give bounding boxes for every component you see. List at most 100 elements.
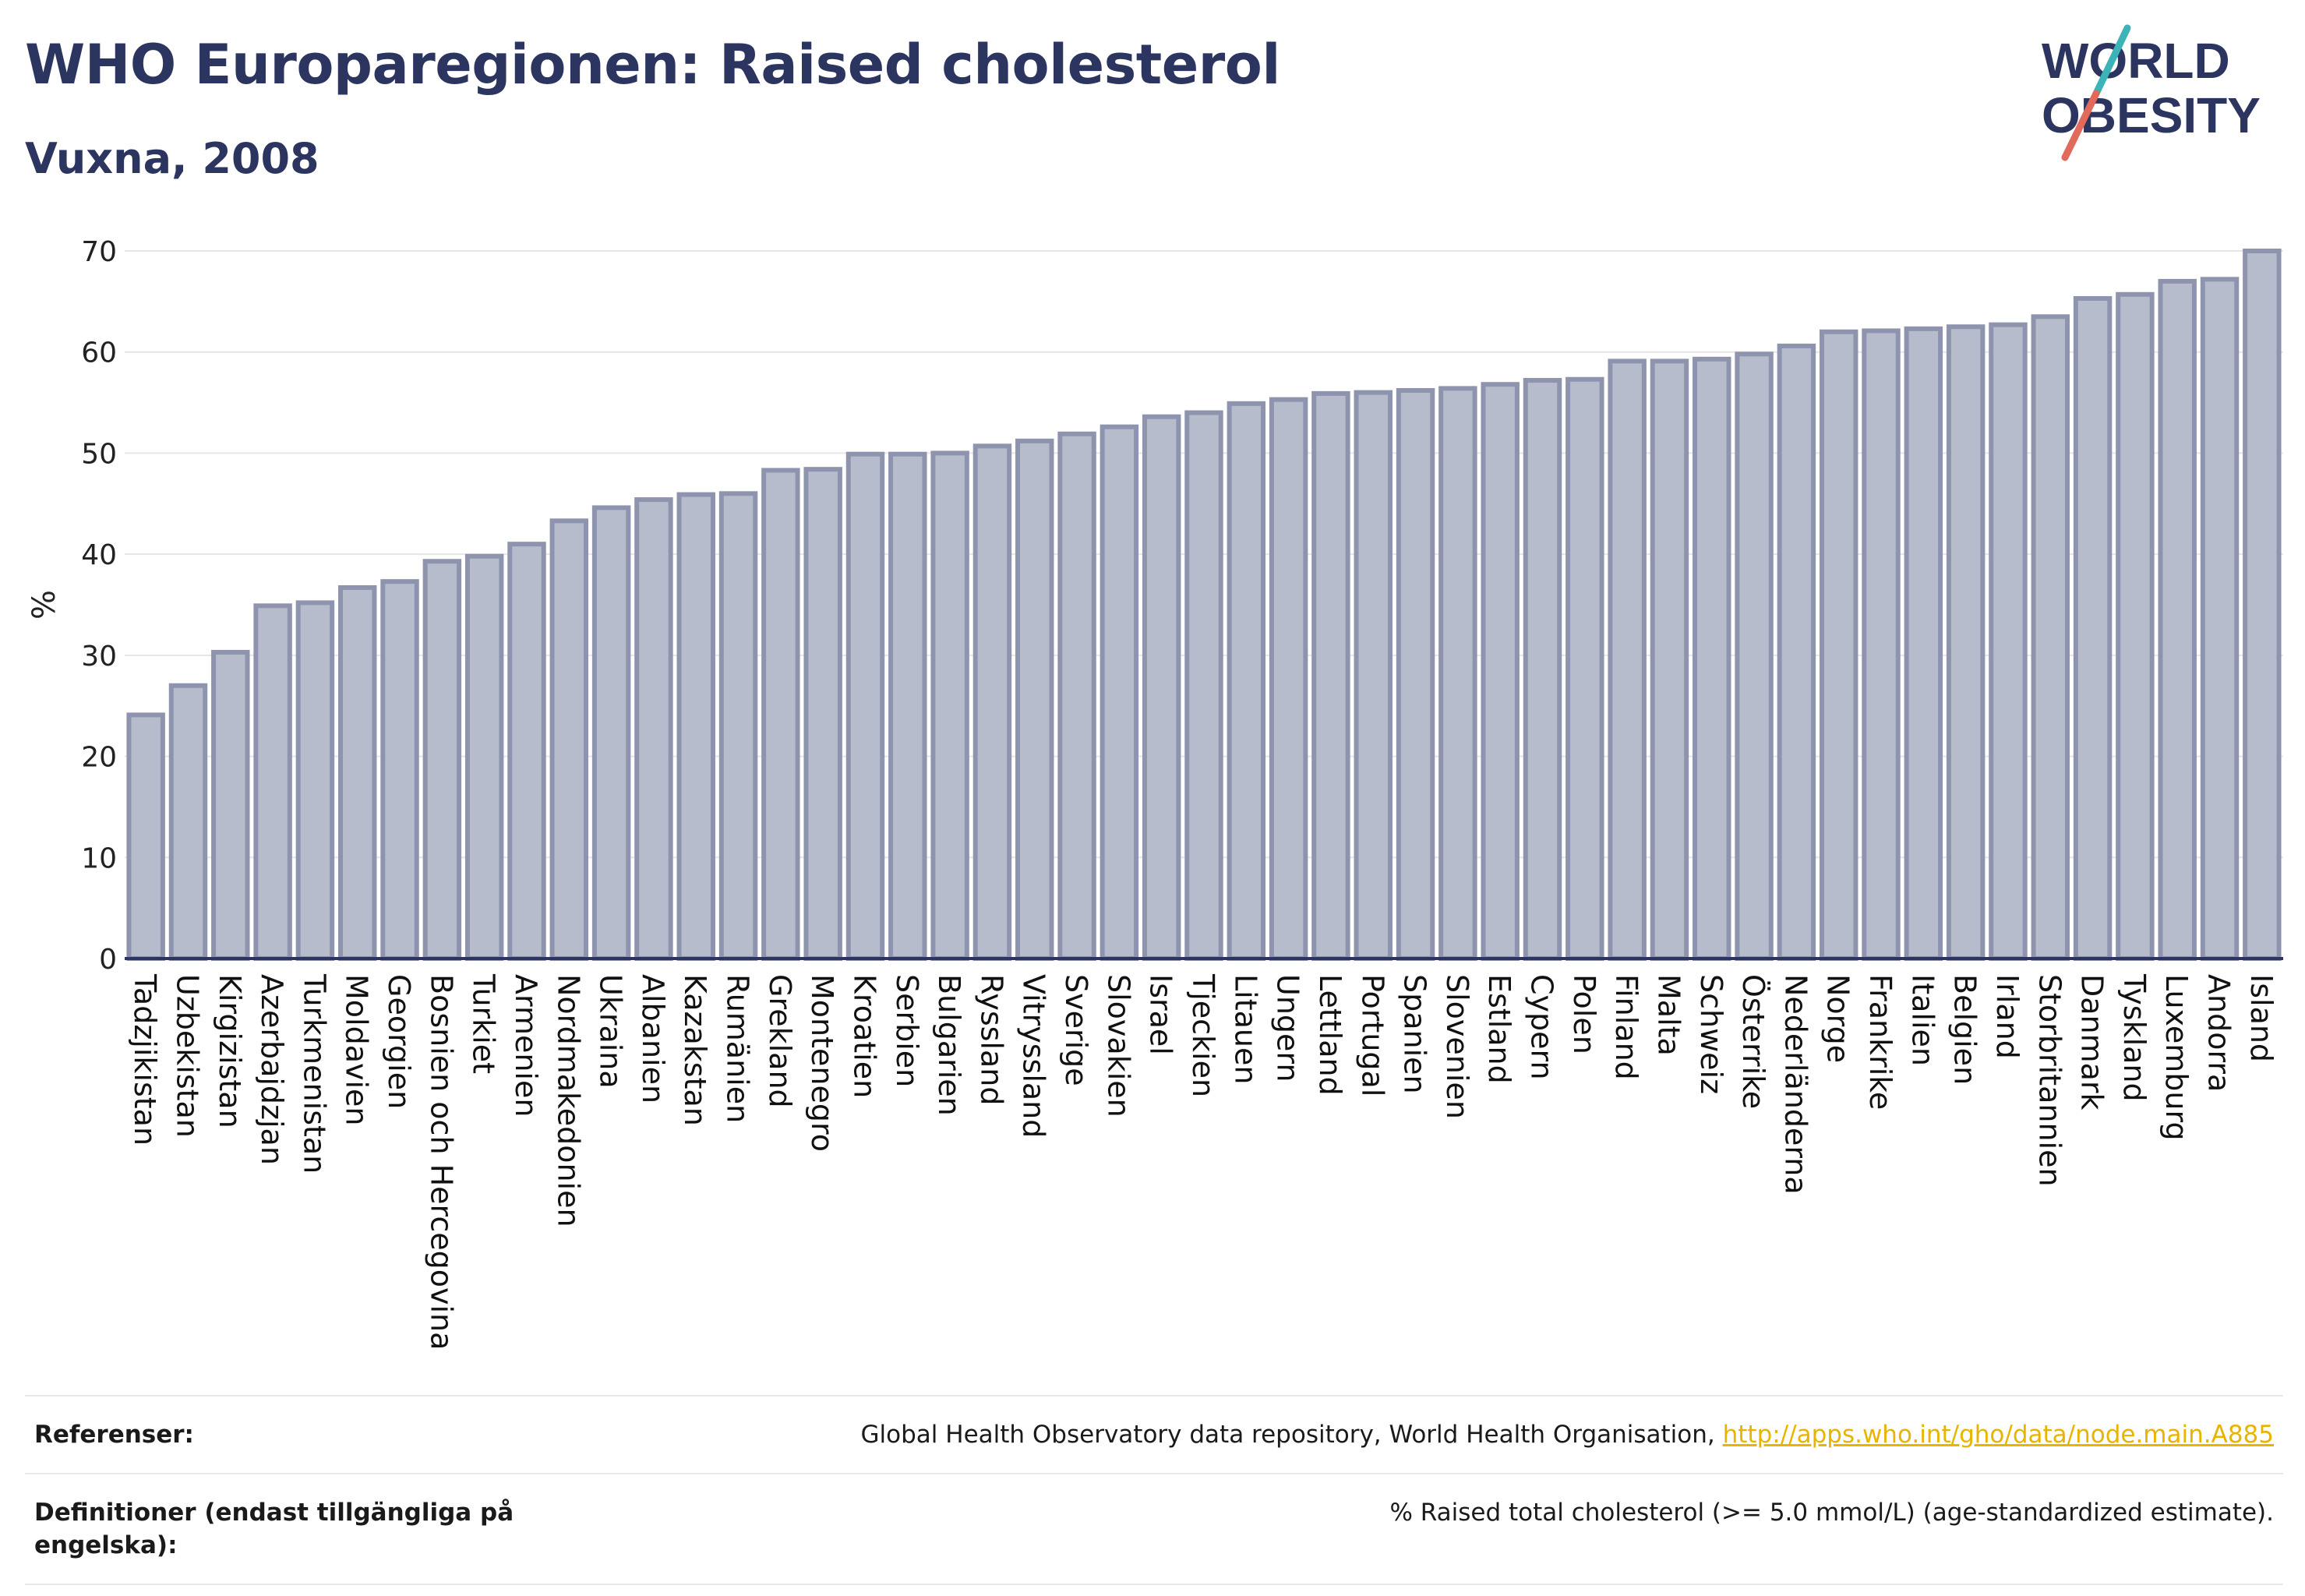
- bar: [888, 451, 927, 961]
- bar: [591, 505, 631, 961]
- bar: [253, 603, 292, 961]
- y-tick-label: 10: [81, 842, 117, 874]
- x-tick-label: Belgien: [1948, 974, 1982, 1085]
- x-tick-label: Kazakstan: [678, 974, 712, 1126]
- definitions-row: Definitioner (endast tillgängliga på eng…: [25, 1473, 2283, 1584]
- x-tick-label: Vitryssland: [1017, 974, 1051, 1138]
- references-link[interactable]: http://apps.who.int/gho/data/node.main.A…: [1722, 1421, 2274, 1449]
- x-tick-label: Frankrike: [1863, 974, 1897, 1110]
- y-tick-label: 0: [99, 944, 117, 976]
- x-tick-label: Ungern: [1271, 974, 1305, 1082]
- references-row: Referenser: Global Health Observatory da…: [25, 1395, 2283, 1473]
- y-tick-label: 30: [81, 641, 117, 673]
- x-tick-label: Rumänien: [721, 974, 755, 1123]
- x-tick-label: Luxemburg: [2159, 974, 2194, 1141]
- references-value: Global Health Observatory data repositor…: [861, 1418, 2274, 1451]
- bar: [1057, 431, 1096, 961]
- x-tick-label: Cypern: [1525, 974, 1559, 1080]
- x-tick-label: Litauen: [1228, 974, 1262, 1084]
- bar: [1904, 326, 1943, 961]
- bar: [845, 451, 885, 961]
- x-tick-label: Montenegro: [805, 974, 839, 1152]
- x-tick-label: Österrike: [1736, 974, 1770, 1109]
- bar: [1608, 358, 1647, 962]
- references-label: Referenser:: [34, 1421, 194, 1449]
- y-tick-label: 40: [81, 539, 117, 571]
- chart-subtitle: Vuxna, 2008: [25, 134, 319, 183]
- bar: [126, 712, 165, 961]
- bar: [1777, 343, 1816, 961]
- logo-slash-red: [2061, 90, 2100, 161]
- bar: [2243, 249, 2282, 961]
- references-table: Referenser: Global Health Observatory da…: [25, 1395, 2283, 1585]
- x-tick-label: Bulgarien: [932, 974, 966, 1116]
- bar: [761, 468, 800, 961]
- bar: [1989, 322, 2028, 962]
- bar: [1311, 390, 1350, 961]
- bar: [211, 649, 250, 961]
- logo-line1: WORLD: [2042, 33, 2230, 89]
- bar: [338, 584, 377, 961]
- references-bottom-rule: [25, 1584, 2283, 1585]
- bar: [1438, 386, 1477, 961]
- bar: [1819, 329, 1858, 961]
- bar: [2200, 277, 2240, 961]
- bar: [1100, 424, 1139, 961]
- x-tick-label: Tjeckien: [1186, 973, 1220, 1097]
- bar: [2031, 314, 2070, 962]
- bar: [1396, 388, 1435, 961]
- bar: [2116, 291, 2155, 961]
- bar: [1227, 401, 1266, 961]
- bar: [718, 491, 758, 961]
- bar: [1269, 397, 1308, 961]
- x-tick-label: Island: [2244, 974, 2279, 1062]
- x-tick-label: Turkiet: [467, 973, 501, 1074]
- bar: [380, 579, 419, 961]
- x-tick-label: Bosnien och Hercegovina: [424, 974, 458, 1350]
- x-tick-label: Kroatien: [847, 974, 881, 1098]
- bar: [1693, 356, 1731, 961]
- x-tick-label: Estland: [1482, 974, 1516, 1084]
- references-text: Global Health Observatory data repositor…: [860, 1421, 1715, 1449]
- bar: [930, 450, 969, 961]
- x-tick-label: Schweiz: [1694, 974, 1728, 1094]
- x-tick-label: Italien: [1905, 974, 1940, 1066]
- bar: [1015, 438, 1054, 961]
- y-tick-label: 60: [81, 337, 117, 369]
- x-tick-label: Malta: [1651, 974, 1686, 1056]
- x-tick-label: Tyskland: [2117, 973, 2151, 1102]
- x-tick-label: Serbien: [890, 974, 924, 1087]
- bar: [1184, 410, 1223, 961]
- bar: [1523, 378, 1562, 961]
- bar: [1481, 382, 1520, 962]
- x-tick-label: Portugal: [1355, 974, 1389, 1096]
- bar: [1565, 376, 1604, 962]
- y-tick-label: 70: [81, 236, 117, 268]
- bar: [2158, 278, 2197, 961]
- x-tick-label: Kirgizistan: [213, 974, 247, 1128]
- bar: [549, 518, 589, 961]
- world-obesity-logo: WORLD OBESITY: [2042, 24, 2261, 161]
- x-tick-label: Grekland: [763, 974, 797, 1108]
- x-tick-label: Storbritannien: [2032, 974, 2067, 1187]
- y-tick-label: 20: [81, 742, 117, 774]
- x-tick-label: Sverige: [1059, 974, 1093, 1086]
- x-tick-label: Moldavien: [340, 974, 374, 1126]
- bar: [168, 683, 208, 961]
- x-tick-label: Andorra: [2202, 974, 2236, 1092]
- x-tick-label: Nederländerna: [1778, 974, 1813, 1195]
- bar: [1650, 358, 1689, 962]
- x-tick-label: Finland: [1609, 974, 1643, 1080]
- logo-slash-teal: [2092, 24, 2131, 97]
- x-tick-label: Polen: [1567, 974, 1601, 1054]
- chart-title: WHO Europaregionen: Raised cholesterol: [25, 33, 1280, 97]
- x-tick-label: Albanien: [636, 974, 670, 1103]
- bar: [803, 467, 842, 961]
- x-tick-label: Uzbekistan: [170, 974, 204, 1138]
- bar: [972, 443, 1012, 961]
- y-tick-label: 50: [81, 438, 117, 470]
- bar: [507, 542, 546, 961]
- bar: [1735, 351, 1774, 961]
- bar: [295, 600, 335, 961]
- bar: [1142, 414, 1181, 961]
